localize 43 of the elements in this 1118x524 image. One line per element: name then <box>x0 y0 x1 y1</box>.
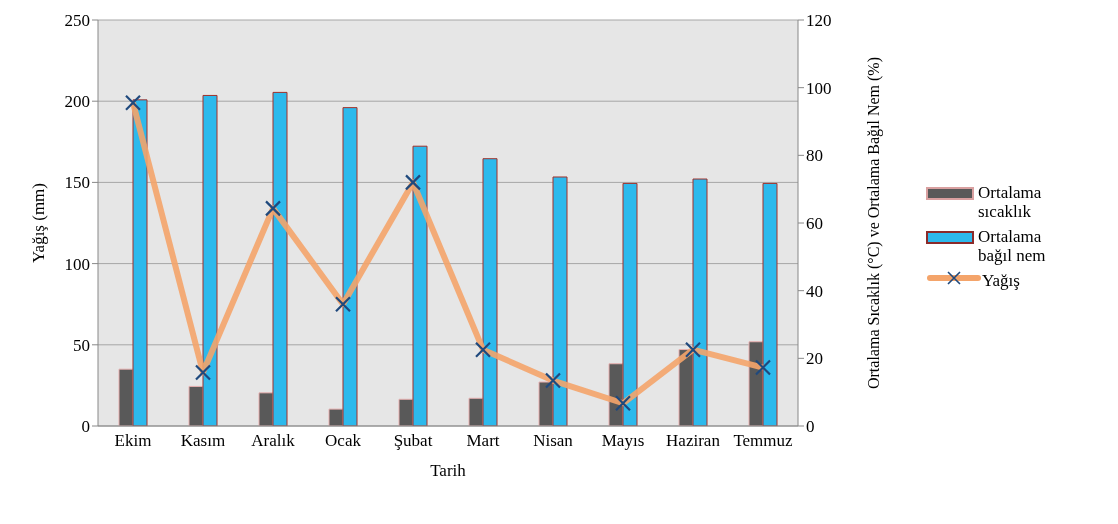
y2-tick-label: 20 <box>806 349 823 369</box>
y2-tick-label: 120 <box>806 11 832 31</box>
bar <box>272 91 288 426</box>
y2-axis-title: Ortalama Sıcaklık (°C) ve Ortalama Bağıl Nem (%) <box>864 56 883 390</box>
bar <box>202 94 218 426</box>
y2-tick-label: 100 <box>806 78 832 98</box>
legend-label: Ortalama sıcaklık <box>978 183 1043 221</box>
y2-tick-label: 40 <box>806 281 823 301</box>
bar <box>118 368 134 426</box>
bar <box>258 392 274 426</box>
bar <box>132 99 148 426</box>
bar <box>482 158 498 426</box>
x-tick-label: Kasım <box>180 431 226 451</box>
x-tick-label: Temmuz <box>733 431 794 451</box>
x-tick-label: Aralık <box>251 431 296 451</box>
y-axis-title: Yağış (mm) <box>29 183 49 263</box>
bar <box>412 145 428 426</box>
x-tick-label: Ocak <box>325 431 362 451</box>
y-tick-label: 0 <box>81 417 90 437</box>
y2-tick-label: 60 <box>806 214 823 234</box>
x-tick-label: Şubat <box>393 431 433 451</box>
legend-label: Ortalama bağıl nem <box>978 227 1047 265</box>
bar <box>188 385 204 426</box>
bar <box>762 182 778 426</box>
x-axis-title: Tarih <box>430 461 467 480</box>
y-tick-label: 100 <box>64 254 90 274</box>
bar <box>622 182 638 426</box>
bar <box>342 107 358 426</box>
x-tick-label: Mayıs <box>601 431 645 451</box>
y-tick-label: 150 <box>64 173 90 193</box>
legend-label: Yağış <box>982 271 1021 290</box>
bar <box>552 176 568 426</box>
y-tick-label: 250 <box>64 11 90 31</box>
x-tick-label: Mart <box>466 431 500 451</box>
y2-tick-label: 80 <box>806 146 823 166</box>
bar <box>692 178 708 426</box>
bar <box>328 408 344 426</box>
x-tick-label: Nisan <box>533 431 574 451</box>
x-tick-label: Ekim <box>114 431 152 451</box>
y-tick-label: 50 <box>73 335 90 355</box>
y-tick-label: 200 <box>64 92 90 112</box>
x-tick-label: Haziran <box>666 431 721 451</box>
y2-tick-label: 0 <box>806 417 815 437</box>
